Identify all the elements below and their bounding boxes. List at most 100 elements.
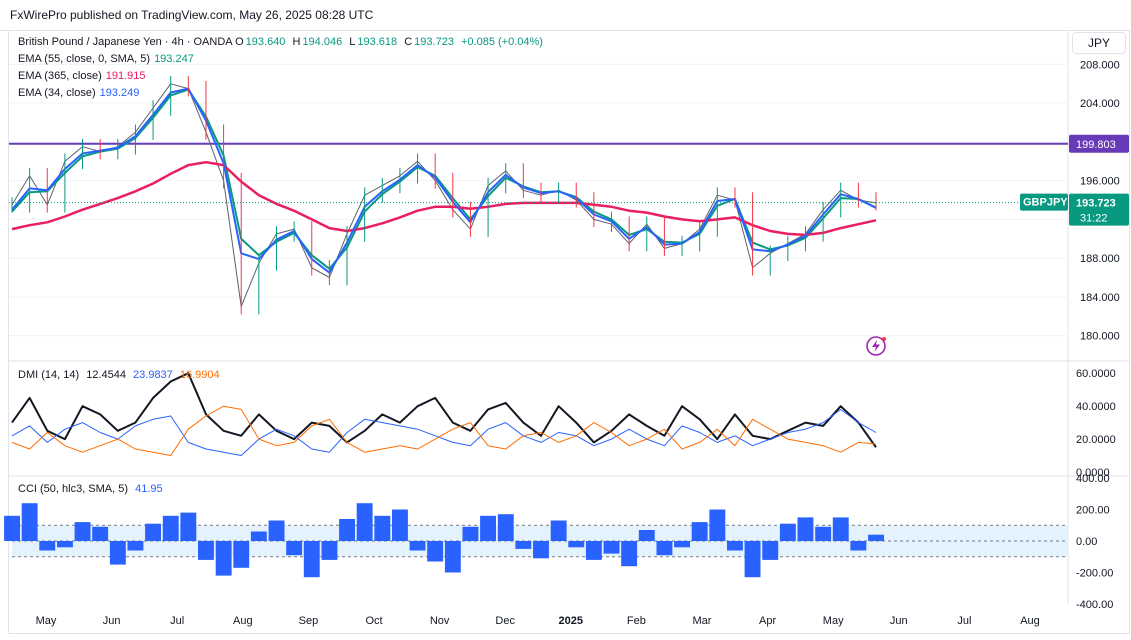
dmi-plus-di-line bbox=[11, 408, 877, 456]
dmi-minus-value: 16.9904 bbox=[179, 369, 220, 381]
x-tick-label: Jun bbox=[890, 615, 908, 627]
x-tick-label: Jun bbox=[103, 615, 121, 627]
dmi-adx-line bbox=[11, 372, 877, 448]
price-tick-label: 204.000 bbox=[1080, 98, 1120, 110]
cci-bar bbox=[815, 526, 832, 541]
price-tick-label: 184.000 bbox=[1080, 292, 1120, 304]
ema34-label: EMA (34, close) bbox=[18, 87, 96, 99]
close-value: 193.723 bbox=[414, 36, 454, 48]
cci-bar bbox=[779, 523, 796, 541]
cci-bar bbox=[339, 519, 355, 541]
cci-bar bbox=[674, 541, 690, 548]
cci-tick-label: -200.00 bbox=[1076, 568, 1113, 580]
price-tick-label: 188.000 bbox=[1080, 253, 1120, 265]
x-tick-label: Feb bbox=[627, 615, 646, 627]
cci-bar bbox=[568, 541, 585, 548]
cci-bar bbox=[497, 514, 514, 541]
symbol-line: British Pound / Japanese Yen · 4h · OAND… bbox=[18, 34, 547, 51]
cci-bar bbox=[585, 541, 602, 560]
countdown-text: 31:22 bbox=[1080, 213, 1108, 225]
dmi-minus-di-line bbox=[11, 405, 877, 456]
ema365-value: 191.915 bbox=[105, 70, 146, 82]
ema365-legend[interactable]: EMA (365, close) 191.915 bbox=[18, 68, 547, 85]
cci-bar bbox=[868, 534, 884, 541]
cci-bar bbox=[57, 541, 73, 548]
level-tag-text: 199.803 bbox=[1076, 139, 1116, 151]
dmi-series bbox=[11, 372, 877, 456]
chart-frame bbox=[8, 30, 1130, 634]
currency-button[interactable]: JPY bbox=[1072, 32, 1126, 54]
x-tick-label: Mar bbox=[693, 615, 712, 627]
publish-info: FxWirePro published on TradingView.com, … bbox=[10, 8, 374, 22]
cci-bar bbox=[92, 526, 109, 541]
ema55-value: 193.247 bbox=[154, 53, 194, 65]
cci-bar bbox=[427, 541, 444, 562]
ema55-label: EMA (55, close, 0, SMA, 5) bbox=[18, 53, 151, 65]
low-label: L bbox=[349, 36, 356, 48]
ema55-legend[interactable]: EMA (55, close, 0, SMA, 5) 193.247 bbox=[18, 51, 547, 68]
price-tick-label: 208.000 bbox=[1080, 59, 1120, 71]
x-tick-label: 2025 bbox=[559, 615, 583, 627]
cci-legend[interactable]: CCI (50, hlc3, SMA, 5) 41.95 bbox=[18, 481, 163, 498]
cci-bar bbox=[286, 541, 303, 556]
cci-bar bbox=[109, 541, 126, 565]
ema34-legend[interactable]: EMA (34, close) 193.249 bbox=[18, 85, 547, 102]
cci-bar bbox=[621, 541, 638, 567]
cci-bar bbox=[180, 512, 197, 541]
grid-lines bbox=[9, 31, 1129, 604]
price-tags: 199.803 GBPJPY 193.723 31:22 bbox=[9, 134, 1129, 226]
dmi-plus-value: 23.9837 bbox=[133, 369, 173, 381]
cci-bar bbox=[709, 509, 726, 541]
cci-bar bbox=[850, 541, 867, 551]
price-tick-label: 180.000 bbox=[1080, 331, 1120, 343]
dmi-legend[interactable]: DMI (14, 14) 12.4544 23.9837 16.9904 bbox=[18, 367, 220, 384]
cci-bar bbox=[215, 541, 232, 576]
last-price-tag bbox=[1069, 193, 1129, 226]
cci-bar bbox=[74, 522, 91, 541]
x-tick-label: Dec bbox=[495, 615, 515, 627]
level-tag bbox=[1069, 134, 1129, 153]
high-label: H bbox=[292, 36, 301, 48]
x-tick-label: Jul bbox=[170, 615, 184, 627]
cci-bar bbox=[198, 541, 214, 560]
symbol-tag-text: GBPJPY bbox=[1023, 197, 1068, 209]
ema365-label: EMA (365, close) bbox=[18, 70, 102, 82]
x-tick-label: Aug bbox=[1020, 615, 1040, 627]
dmi-label: DMI (14, 14) bbox=[18, 369, 80, 381]
cci-bar bbox=[797, 517, 814, 541]
cci-bar bbox=[515, 541, 532, 549]
cci-bar bbox=[392, 509, 408, 541]
cci-bar bbox=[409, 541, 426, 551]
series-ema-line bbox=[11, 87, 877, 274]
x-tick-label: May bbox=[36, 615, 57, 627]
x-tick-label: Apr bbox=[759, 615, 776, 627]
cci-bar bbox=[656, 541, 673, 556]
cci-bar bbox=[145, 523, 161, 541]
x-tick-label: Nov bbox=[430, 615, 450, 627]
cci-bar bbox=[4, 515, 20, 541]
cci-label: CCI (50, hlc3, SMA, 5) bbox=[18, 483, 129, 495]
dmi-tick-label: 60.0000 bbox=[1076, 368, 1116, 380]
cci-bar bbox=[39, 541, 56, 551]
series-gbpjpy-line bbox=[11, 83, 877, 308]
cci-bar bbox=[603, 541, 620, 554]
cci-bar bbox=[832, 517, 849, 541]
last-price-text: 193.723 bbox=[1076, 198, 1116, 210]
dmi-tick-label: 0.0000 bbox=[1076, 467, 1110, 479]
cci-bar bbox=[321, 541, 338, 560]
dmi-tick-label: 20.0000 bbox=[1076, 434, 1116, 446]
dmi-adx-value: 12.4544 bbox=[86, 369, 126, 381]
x-tick-label: Aug bbox=[233, 615, 253, 627]
low-value: 193.618 bbox=[357, 36, 398, 48]
cci-bar bbox=[550, 520, 567, 541]
flash-event-icon[interactable] bbox=[865, 335, 887, 357]
close-label: C bbox=[404, 36, 413, 48]
cci-bar bbox=[268, 520, 285, 541]
symbol-name: British Pound / Japanese Yen · 4h · OAND… bbox=[18, 36, 233, 48]
cci-bars bbox=[4, 503, 884, 578]
dmi-tick-label: 40.0000 bbox=[1076, 401, 1116, 413]
cci-bar bbox=[233, 541, 250, 568]
cci-bar bbox=[727, 541, 743, 551]
cci-bar bbox=[21, 503, 38, 541]
